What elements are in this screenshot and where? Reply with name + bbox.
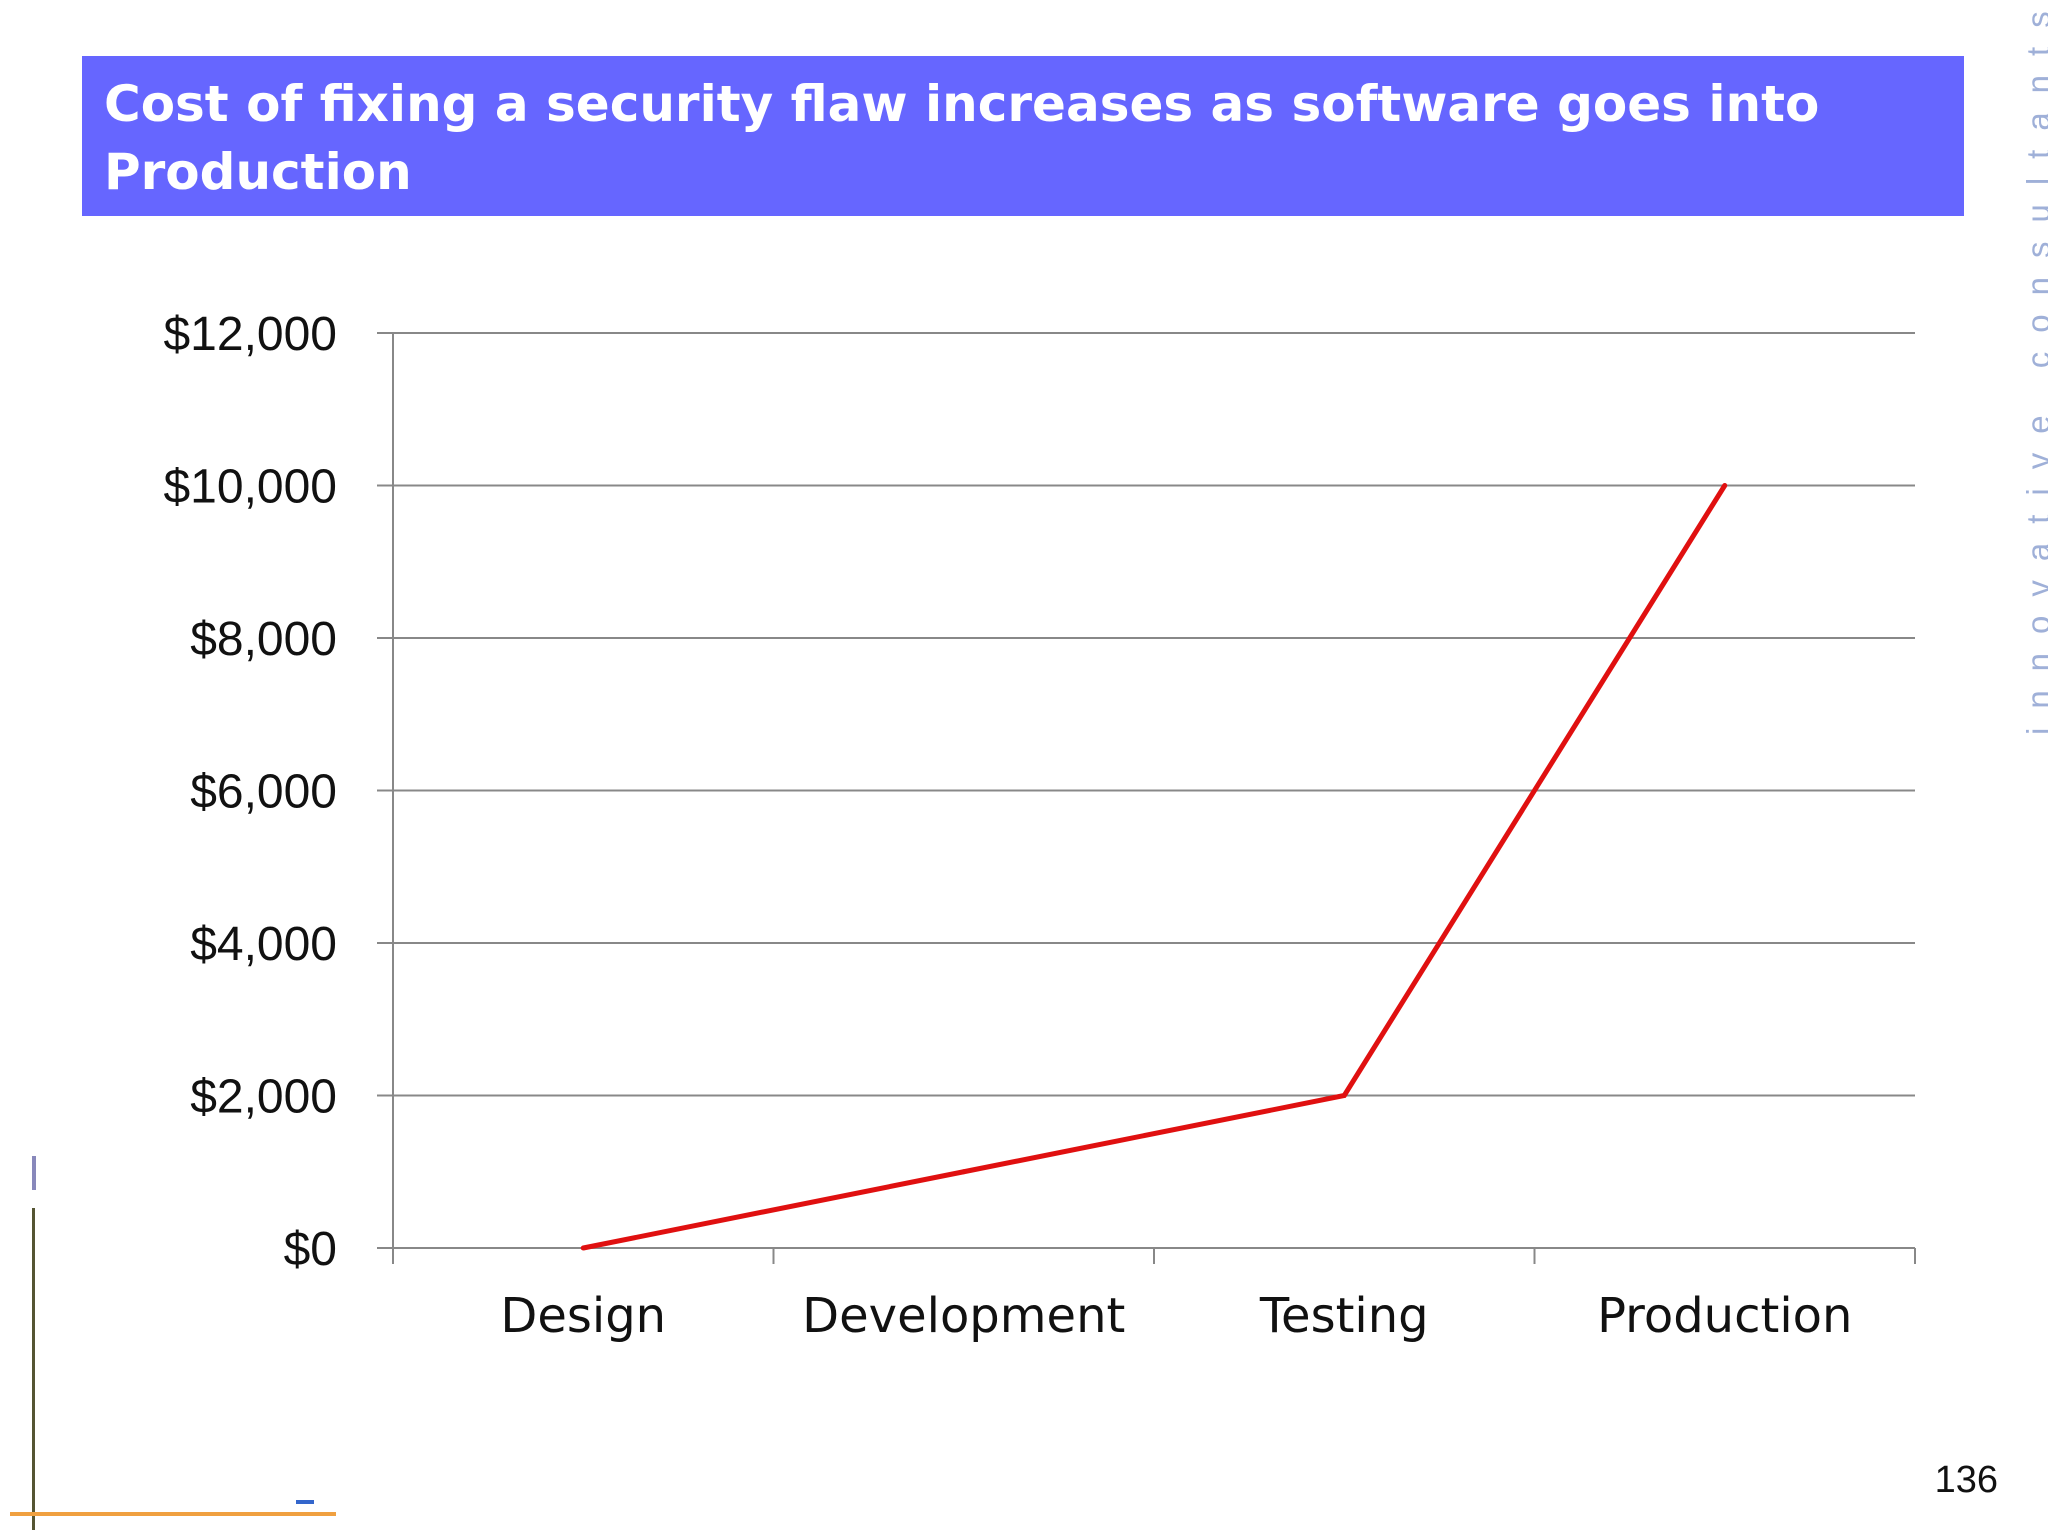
y-tick-label: $2,000 — [190, 1071, 337, 1124]
x-category-label: Production — [1597, 1288, 1852, 1344]
y-tick-label: $12,000 — [163, 308, 337, 361]
data-point — [1341, 1093, 1347, 1098]
decorative-dash — [296, 1500, 314, 1504]
title-bar: Cost of fixing a security flaw increases… — [82, 56, 1964, 216]
y-tick-label: $0 — [284, 1223, 337, 1276]
decorative-bar-small — [32, 1156, 36, 1190]
series-line — [582, 484, 1727, 1251]
x-category-label: Development — [802, 1288, 1125, 1344]
y-tick-label: $10,000 — [163, 461, 337, 514]
y-tick-label: $8,000 — [190, 613, 337, 666]
x-category-label: Testing — [1259, 1288, 1429, 1344]
slide-title: Cost of fixing a security flaw increases… — [104, 75, 1820, 201]
y-tick-label: $6,000 — [190, 766, 337, 819]
y-tick-label: $4,000 — [190, 918, 337, 971]
data-point — [580, 1245, 586, 1251]
decorative-horizontal-line — [10, 1512, 336, 1516]
decorative-vertical-line — [32, 1208, 35, 1530]
x-category-label: Design — [500, 1288, 666, 1344]
page-number: 136 — [1934, 1459, 1998, 1501]
data-point — [961, 1169, 967, 1175]
data-point — [1722, 483, 1728, 488]
